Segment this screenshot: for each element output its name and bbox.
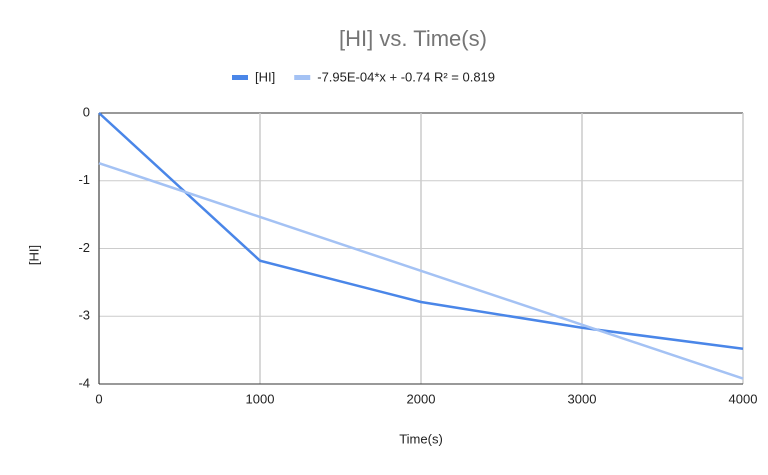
legend-label: -7.95E-04*x + -0.74 R² = 0.819 [317, 69, 495, 84]
x-axis-label: Time(s) [399, 431, 443, 446]
y-tick-label: 0 [83, 104, 90, 119]
y-tick-label: -1 [78, 172, 90, 187]
x-tick-label: 1000 [246, 391, 275, 406]
y-tick-label: -3 [78, 308, 90, 323]
series-line [98, 112, 744, 351]
legend-swatch [294, 75, 311, 80]
legend-label: [HI] [255, 69, 275, 84]
y-axis-label: [HI] [26, 245, 41, 265]
x-tick-label: 0 [95, 391, 102, 406]
y-tick-label: -2 [78, 240, 90, 255]
y-tick-label: -4 [78, 375, 90, 390]
legend-swatch [232, 75, 248, 80]
series-line [98, 161, 744, 380]
x-tick-label: 2000 [407, 391, 436, 406]
x-tick-label: 3000 [568, 391, 597, 406]
chart-title: [HI] vs. Time(s) [339, 26, 487, 51]
x-tick-label: 4000 [729, 391, 758, 406]
